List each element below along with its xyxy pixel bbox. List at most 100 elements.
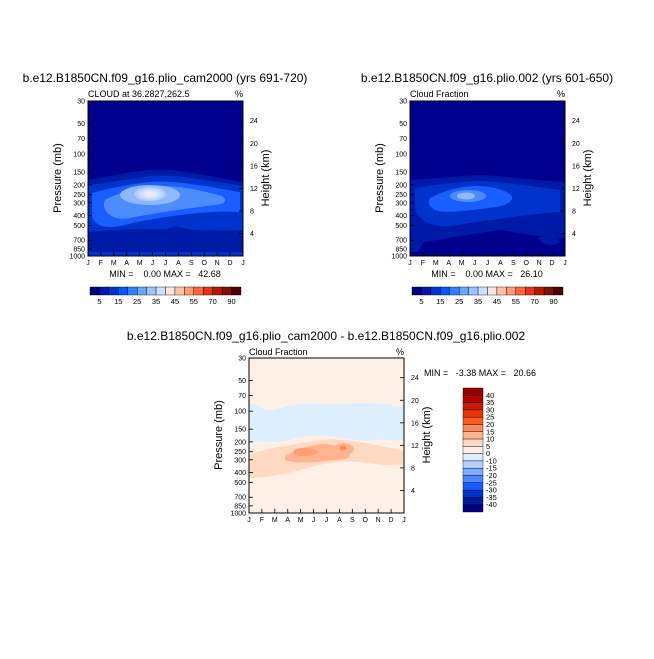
colorbar-label: 70 [209, 297, 217, 306]
colorbar-label: 25 [455, 297, 463, 306]
panel-a-ytick-label: 100 [73, 152, 85, 159]
colorbar-swatch [118, 286, 128, 296]
panel-c-axes: J F M A M J J A S O N D J305070100150200250300400500… [230, 356, 418, 525]
colorbar-label: 35 [152, 297, 160, 306]
panel-b-xtick-label: S [511, 260, 516, 267]
panel-b-ytick-label: 70 [399, 136, 407, 143]
colorbar-swatch [108, 286, 119, 296]
colorbar-swatch [487, 286, 498, 296]
panel-c-ytick-label: 700 [234, 495, 246, 502]
panel-a-ytick-label: 1000 [69, 254, 85, 261]
panel-a-ytick-label: 700 [73, 238, 85, 245]
panel-a-y2tick-label: 20 [250, 141, 258, 148]
panel-b-xtick-label: M [433, 260, 439, 267]
colorbar-swatch [462, 475, 484, 484]
colorbar-label: -10 [486, 456, 497, 465]
colorbar-label: 35 [486, 398, 494, 407]
panel-b-y2tick-label: 8 [572, 208, 576, 215]
panel-a-ytick-label: 200 [73, 182, 85, 189]
panel-c-xtick-label: J [402, 517, 406, 524]
panel-b-ytick-label: 50 [399, 121, 407, 128]
panel-a-ytick-label: 250 [73, 192, 85, 199]
panel-b-ytick-label: 150 [395, 170, 407, 177]
colorbar-label: 25 [486, 413, 494, 422]
colorbar-label: 15 [486, 427, 494, 436]
colorbar-swatch [462, 468, 484, 476]
panel-c-xtick-label: J [325, 517, 329, 524]
colorbar-swatch [525, 286, 535, 296]
colorbar-swatch [462, 489, 484, 498]
colorbar-label: 45 [493, 297, 501, 306]
panel-b-y2tick-label: 12 [572, 186, 580, 193]
panel-plio-cam2000: b.e12.B1850CN.f09_g16.plio_cam2000 (yrs … [23, 71, 308, 306]
colorbar-swatch [496, 286, 507, 296]
panel-c-stats: MIN = -3.38 MAX = 20.66 [424, 368, 536, 378]
panel-c-subtitle: Cloud Fraction [249, 347, 308, 357]
panel-c-ytick-label: 400 [234, 470, 246, 477]
panel-b-xtick-label: J [408, 260, 412, 267]
panel-b-ytick-label: 300 [395, 200, 407, 207]
colorbar-swatch [462, 453, 484, 462]
panel-b-ytick-label: 850 [395, 246, 407, 253]
panel-b-ytick-label: 30 [399, 99, 407, 106]
panel-b-surface-patches [410, 235, 560, 252]
panel-b-ylabel: Pressure (mb) [374, 143, 386, 213]
colorbar-swatch [89, 286, 100, 296]
colorbar-swatch [543, 286, 554, 296]
colorbar-label: -20 [486, 471, 497, 480]
panel-a-xtick-label: N [215, 260, 220, 267]
panel-a-y2tick-label: 12 [250, 186, 258, 193]
panel-c-ytick-label: 300 [234, 457, 246, 464]
panel-c-xtick-label: S [350, 517, 355, 524]
panel-b-stats: MIN = 0.00 MAX = 26.10 [431, 269, 543, 279]
panel-c-y2tick-label: 8 [411, 465, 415, 472]
colorbar-swatch [449, 286, 460, 296]
panel-a-axes: J F M A M J J A S O N D J305070100150200250300400500… [69, 99, 257, 268]
panel-b-ytick-label: 400 [395, 213, 407, 220]
panel-b-title: b.e12.B1850CN.f09_g16.plio.002 (yrs 601-… [361, 71, 613, 85]
colorbar-label: 0 [486, 449, 490, 458]
panel-a-xtick-label: S [189, 260, 194, 267]
panel-b-xtick-label: D [550, 260, 555, 267]
panel-a-y2tick-label: 8 [250, 208, 254, 215]
colorbar-swatch [462, 438, 484, 447]
colorbar-swatch [155, 286, 166, 296]
panel-b-subtitle: Cloud Fraction [410, 89, 469, 99]
panel-a-y2label: Height (km) [260, 150, 272, 207]
panel-b-y2label: Height (km) [582, 150, 594, 207]
panel-b-ytick-label: 250 [395, 192, 407, 199]
panel-a-xtick-label: O [202, 260, 208, 267]
panel-c-unit: % [396, 347, 404, 357]
colorbar-swatch [462, 482, 484, 491]
panel-b-xtick-label: A [498, 260, 503, 267]
colorbar-swatch [221, 286, 232, 296]
panel-a-ytick-label: 850 [73, 246, 85, 253]
panel-a-ytick-label: 150 [73, 170, 85, 177]
colorbar-swatch [534, 286, 545, 296]
panel-c-ytick-label: 500 [234, 480, 246, 487]
panel-a-ytick-label: 30 [77, 99, 85, 106]
colorbar-label: 55 [512, 297, 520, 306]
panel-a-xtick-label: M [137, 260, 143, 267]
panel-a-title: b.e12.B1850CN.f09_g16.plio_cam2000 (yrs … [23, 71, 308, 85]
colorbar-swatch [462, 460, 484, 469]
panel-a-peak [134, 187, 166, 201]
colorbar-label: 40 [486, 391, 494, 400]
panel-c-negative-band [249, 403, 404, 442]
panel-a-ytick-label: 500 [73, 223, 85, 230]
colorbar-swatch [477, 286, 488, 296]
panel-a-xtick-label: D [228, 260, 233, 267]
panel-c-xtick-label: A [337, 517, 342, 524]
panel-a-xtick-label: J [86, 260, 90, 267]
colorbar-swatch [462, 402, 484, 411]
panel-a-y2tick-label: 4 [250, 231, 254, 238]
panel-plio-002: b.e12.B1850CN.f09_g16.plio.002 (yrs 601-… [361, 71, 613, 306]
colorbar-label: 35 [474, 297, 482, 306]
panel-b-lower-lobe [410, 230, 565, 256]
colorbar-swatch [440, 286, 450, 296]
panel-c-ytick-label: 50 [238, 378, 246, 385]
panel-c-y2tick-label: 20 [411, 398, 419, 405]
colorbar-label: 20 [486, 420, 494, 429]
